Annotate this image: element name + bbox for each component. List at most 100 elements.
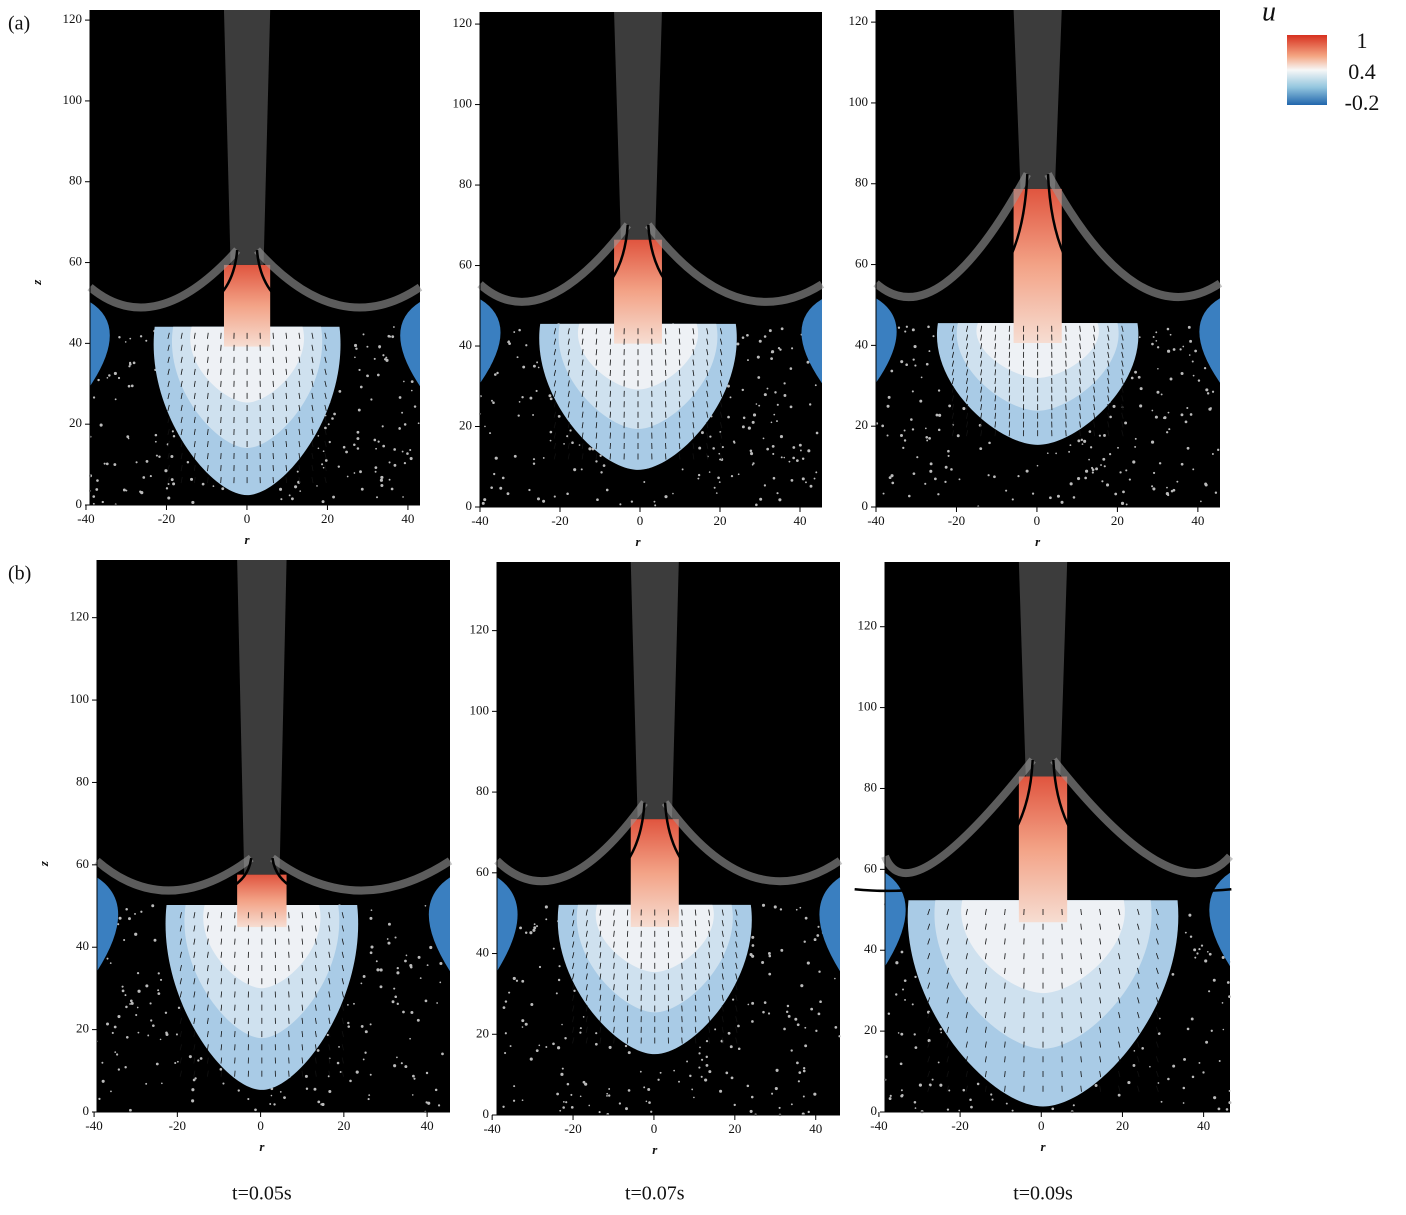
particle <box>404 462 406 464</box>
particle <box>137 1007 139 1009</box>
particle <box>365 1030 368 1033</box>
particle <box>945 466 948 469</box>
particle <box>766 448 769 451</box>
particle <box>990 1093 992 1095</box>
particle <box>988 442 991 445</box>
particle <box>913 345 916 348</box>
particle <box>1190 413 1193 416</box>
particle <box>814 478 816 480</box>
particle <box>958 1110 960 1112</box>
particle <box>937 493 939 495</box>
particle <box>147 1035 149 1037</box>
particle <box>977 1083 980 1086</box>
particle <box>427 964 429 966</box>
y-tick-label: 60 <box>864 860 877 875</box>
particle <box>719 1090 722 1093</box>
particle <box>118 377 120 379</box>
particle <box>887 405 890 408</box>
particle <box>142 476 145 479</box>
particle <box>1109 453 1111 455</box>
particle <box>798 1071 801 1074</box>
particle <box>558 979 560 981</box>
particle <box>1170 334 1172 336</box>
particle <box>1194 350 1197 353</box>
particle <box>489 432 491 434</box>
particle <box>747 1004 749 1006</box>
particle <box>317 1101 320 1104</box>
particle <box>791 1049 793 1051</box>
particle <box>1090 446 1092 448</box>
particle <box>543 457 545 459</box>
particle <box>764 393 767 396</box>
particle <box>784 394 787 397</box>
particle <box>118 1068 120 1070</box>
particle <box>122 990 125 993</box>
particle <box>521 1019 524 1022</box>
particle <box>417 1019 420 1022</box>
jet-plume <box>1014 10 1062 189</box>
particle <box>518 329 521 332</box>
particle <box>1213 1096 1216 1099</box>
particle <box>781 456 783 458</box>
particle <box>347 476 349 478</box>
particle <box>140 491 143 494</box>
particle <box>1125 469 1127 471</box>
particle <box>404 960 407 963</box>
particle <box>628 1051 631 1054</box>
particle <box>1119 471 1121 473</box>
particle <box>912 328 915 331</box>
y-tick-label: 60 <box>476 864 489 879</box>
x-tick-label: -40 <box>870 1118 887 1133</box>
particle <box>743 417 746 420</box>
particle <box>1188 326 1191 329</box>
particle <box>1173 348 1176 351</box>
particle <box>406 955 408 957</box>
particle <box>1057 495 1060 498</box>
particle <box>573 468 576 471</box>
particle <box>706 1056 708 1058</box>
particle <box>115 398 117 400</box>
particle <box>796 1062 799 1065</box>
x-tick-label: 20 <box>714 513 727 528</box>
particle <box>1118 1094 1121 1097</box>
particle <box>396 971 399 974</box>
particle <box>905 363 908 366</box>
particle <box>518 414 520 416</box>
particle <box>172 482 175 485</box>
particle <box>768 1012 770 1014</box>
particle <box>382 354 384 356</box>
particle <box>93 503 95 505</box>
particle <box>1088 459 1090 461</box>
particle <box>759 340 762 343</box>
particle <box>149 1002 151 1004</box>
particle <box>399 396 402 399</box>
particle <box>519 401 521 403</box>
x-tick-label: 0 <box>651 1121 658 1136</box>
particle <box>1151 410 1153 412</box>
particle <box>1141 1047 1144 1050</box>
particle <box>404 423 407 426</box>
particle <box>1122 491 1125 494</box>
x-tick-label: 40 <box>421 1118 434 1133</box>
x-tick-label: 20 <box>1116 1118 1129 1133</box>
particle <box>932 1079 934 1081</box>
particle <box>755 504 758 507</box>
particle <box>392 1000 395 1003</box>
particle <box>814 938 817 941</box>
x-tick-label: 0 <box>244 511 251 526</box>
y-tick-label: 100 <box>858 699 878 714</box>
particle <box>912 1003 914 1005</box>
particle <box>396 1057 398 1059</box>
particle <box>730 396 732 398</box>
particle <box>558 965 560 967</box>
particle <box>950 468 953 471</box>
particle <box>1092 468 1095 471</box>
y-tick-label: 40 <box>476 945 489 960</box>
particle <box>146 460 149 463</box>
particle <box>595 460 597 462</box>
particle <box>134 913 136 915</box>
particle <box>774 391 776 393</box>
particle <box>559 1110 561 1112</box>
particle <box>525 932 527 934</box>
